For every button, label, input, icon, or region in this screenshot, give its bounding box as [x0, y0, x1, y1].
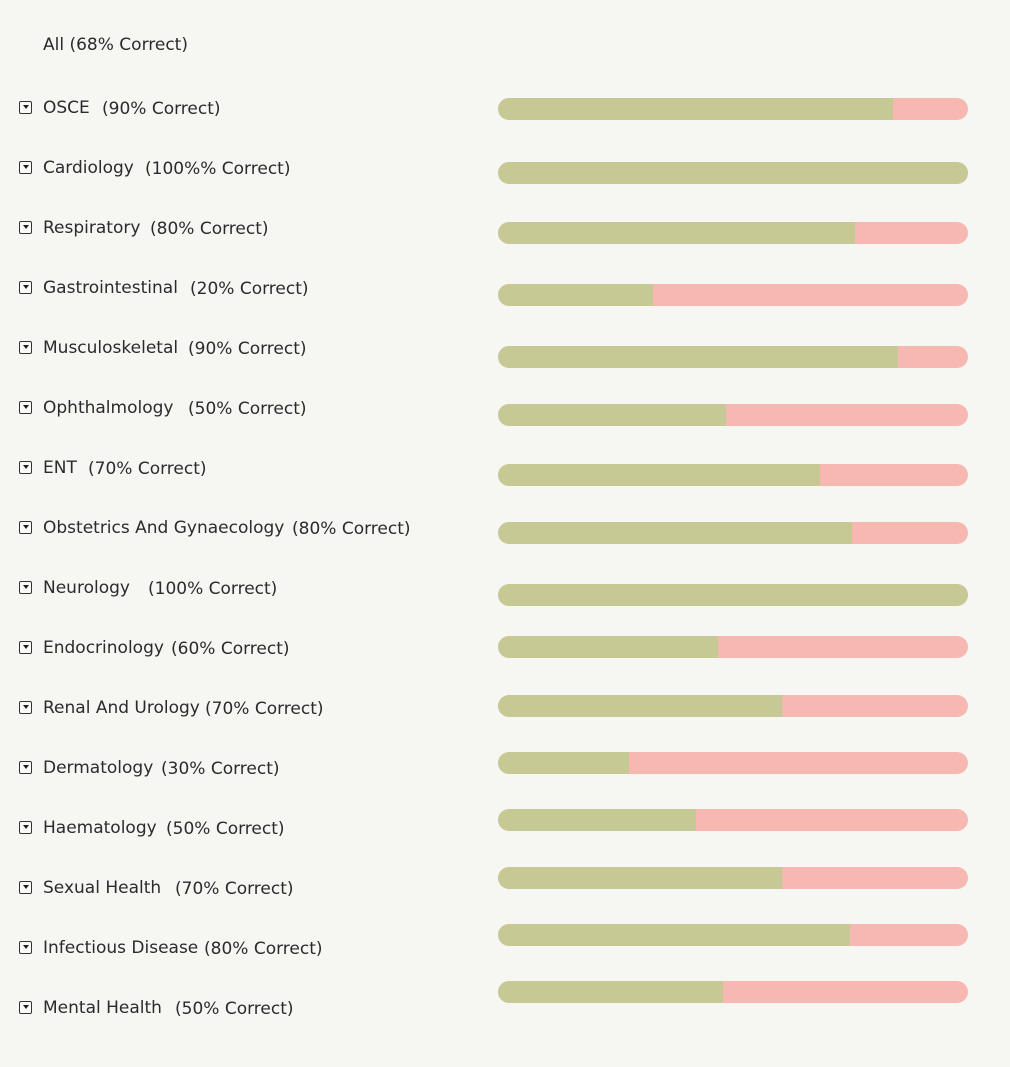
- chevron-down-icon[interactable]: [19, 101, 32, 114]
- topic-percent: (100%% Correct): [145, 159, 291, 179]
- topic-percent: (80% Correct): [292, 519, 411, 539]
- topic-percent: (100% Correct): [148, 579, 278, 599]
- progress-bar-correct-fill: [498, 346, 898, 368]
- topic-name[interactable]: Haematology: [43, 818, 157, 838]
- chevron-down-icon[interactable]: [19, 761, 32, 774]
- progress-bar-correct-fill: [498, 222, 856, 244]
- chevron-down-icon[interactable]: [19, 161, 32, 174]
- topic-name[interactable]: Obstetrics And Gynaecology: [43, 518, 285, 538]
- progress-bar-correct-fill: [498, 522, 852, 544]
- chevron-down-icon[interactable]: [19, 641, 32, 654]
- progress-bar: [498, 584, 968, 606]
- topic-row: Musculoskeletal (90% Correct): [0, 335, 1010, 365]
- topic-row: Infectious Disease (80% Correct): [0, 935, 1010, 965]
- chevron-down-icon[interactable]: [19, 1001, 32, 1014]
- progress-bar-correct-fill: [498, 695, 782, 717]
- progress-bar-correct-fill: [498, 981, 724, 1003]
- progress-bar-correct-fill: [498, 752, 630, 774]
- progress-bar: [498, 981, 968, 1003]
- chevron-down-icon[interactable]: [19, 341, 32, 354]
- overall-summary: All (68% Correct): [43, 35, 188, 55]
- progress-bar: [498, 924, 968, 946]
- topic-row: Neurology (100% Correct): [0, 575, 1010, 605]
- chevron-down-icon[interactable]: [19, 581, 32, 594]
- topic-name[interactable]: OSCE: [43, 98, 90, 118]
- progress-bar: [498, 695, 968, 717]
- progress-bar: [498, 522, 968, 544]
- progress-bar-correct-fill: [498, 809, 696, 831]
- topic-name[interactable]: Infectious Disease: [43, 938, 199, 958]
- progress-bar: [498, 464, 968, 486]
- topic-name[interactable]: Neurology: [43, 578, 130, 598]
- topic-percent: (90% Correct): [102, 99, 221, 119]
- topic-percent: (50% Correct): [175, 999, 294, 1019]
- progress-bar: [498, 404, 968, 426]
- topic-row: Sexual Health (70% Correct): [0, 875, 1010, 905]
- progress-bar: [498, 752, 968, 774]
- progress-bar-correct-fill: [498, 584, 968, 606]
- topic-name[interactable]: Dermatology: [43, 758, 154, 778]
- topic-name[interactable]: Gastrointestinal: [43, 278, 178, 298]
- topic-name[interactable]: Sexual Health: [43, 878, 162, 898]
- topic-percent: (80% Correct): [150, 219, 269, 239]
- progress-bar-correct-fill: [498, 636, 718, 658]
- topic-row: Obstetrics And Gynaecology (80% Correct): [0, 515, 1010, 545]
- progress-bar: [498, 867, 968, 889]
- topic-row: Renal And Urology (70% Correct): [0, 695, 1010, 725]
- progress-bar: [498, 809, 968, 831]
- chevron-down-icon[interactable]: [19, 401, 32, 414]
- topic-name[interactable]: Mental Health: [43, 998, 162, 1018]
- progress-bar-correct-fill: [498, 404, 726, 426]
- progress-bar: [498, 284, 968, 306]
- topic-percent: (50% Correct): [188, 399, 307, 419]
- progress-bar: [498, 346, 968, 368]
- topic-percent: (30% Correct): [161, 759, 280, 779]
- progress-bar-correct-fill: [498, 924, 851, 946]
- progress-bar-correct-fill: [498, 464, 820, 486]
- topic-percent: (90% Correct): [188, 339, 307, 359]
- topic-row: Mental Health (50% Correct): [0, 995, 1010, 1025]
- chevron-down-icon[interactable]: [19, 521, 32, 534]
- progress-bar-correct-fill: [498, 867, 782, 889]
- topic-name[interactable]: ENT: [43, 458, 77, 478]
- chevron-down-icon[interactable]: [19, 881, 32, 894]
- topic-name[interactable]: Musculoskeletal: [43, 338, 179, 358]
- topic-row: Ophthalmology (50% Correct): [0, 395, 1010, 425]
- topic-name[interactable]: Cardiology: [43, 158, 134, 178]
- topic-row: Haematology (50% Correct): [0, 815, 1010, 845]
- topic-percent: (80% Correct): [204, 939, 323, 959]
- topic-row: ENT (70% Correct): [0, 455, 1010, 485]
- topic-name[interactable]: Ophthalmology: [43, 398, 174, 418]
- progress-bar-correct-fill: [498, 98, 893, 120]
- topic-name[interactable]: Endocrinology: [43, 638, 164, 658]
- progress-bar: [498, 222, 968, 244]
- topic-row: Cardiology (100%% Correct): [0, 155, 1010, 185]
- chevron-down-icon[interactable]: [19, 221, 32, 234]
- topic-row: Dermatology (30% Correct): [0, 755, 1010, 785]
- topic-row: Gastrointestinal (20% Correct): [0, 275, 1010, 305]
- chevron-down-icon[interactable]: [19, 701, 32, 714]
- progress-bar-correct-fill: [498, 284, 654, 306]
- chevron-down-icon[interactable]: [19, 821, 32, 834]
- topic-percent: (60% Correct): [171, 639, 290, 659]
- chevron-down-icon[interactable]: [19, 941, 32, 954]
- chevron-down-icon[interactable]: [19, 281, 32, 294]
- topic-percent: (20% Correct): [190, 279, 309, 299]
- topic-percent: (70% Correct): [88, 459, 207, 479]
- topic-row: Respiratory (80% Correct): [0, 215, 1010, 245]
- chevron-down-icon[interactable]: [19, 461, 32, 474]
- topic-name[interactable]: Renal And Urology: [43, 698, 200, 718]
- progress-bar-correct-fill: [498, 162, 968, 184]
- progress-bar: [498, 98, 968, 120]
- topic-percent: (70% Correct): [205, 699, 324, 719]
- progress-bar: [498, 636, 968, 658]
- topic-name[interactable]: Respiratory: [43, 218, 141, 238]
- topic-row: Endocrinology (60% Correct): [0, 635, 1010, 665]
- progress-bar: [498, 162, 968, 184]
- topic-row: OSCE (90% Correct): [0, 95, 1010, 125]
- topic-percent: (70% Correct): [175, 879, 294, 899]
- topic-percent: (50% Correct): [166, 819, 285, 839]
